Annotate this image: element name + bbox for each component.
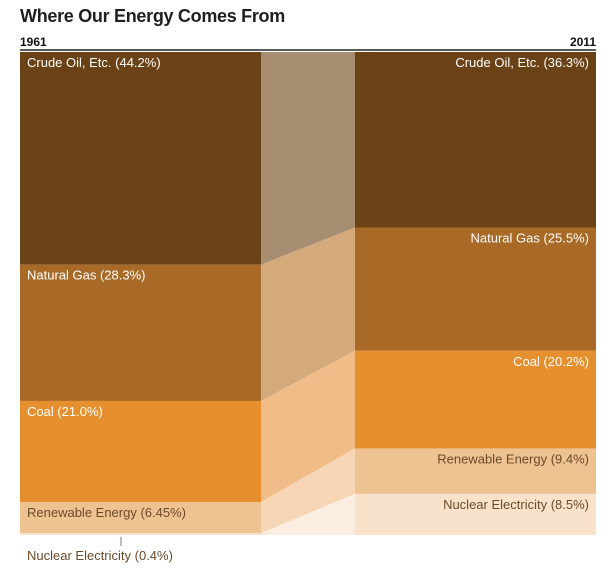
bar-2011-crude-oil-etc [355, 52, 596, 228]
bar-2011-natural-gas [355, 227, 596, 351]
label-2011-natural-gas: Natural Gas (25.5%) [471, 231, 590, 246]
flow-coal [261, 350, 355, 503]
label-1961-crude-oil-etc: Crude Oil, Etc. (44.2%) [27, 55, 161, 70]
bar-2011-renewable-energy [355, 448, 596, 494]
bar-1961-renewable-energy [20, 502, 261, 534]
year-label-2011: 2011 [570, 35, 596, 49]
bar-2011-nuclear-electricity [355, 493, 596, 535]
label-1961-natural-gas: Natural Gas (28.3%) [27, 268, 146, 283]
label-1961-coal: Coal (21.0%) [27, 404, 103, 419]
year-label-1961: 1961 [20, 35, 47, 49]
chart-title: Where Our Energy Comes From [20, 6, 285, 26]
bar-1961-natural-gas [20, 264, 261, 401]
flow-natural-gas [261, 227, 355, 401]
flow-nuclear-electricity [261, 493, 355, 535]
flow-renewable-energy [261, 448, 355, 534]
label-2011-coal: Coal (20.2%) [513, 354, 589, 369]
label-1961-renewable-energy: Renewable Energy (6.45%) [27, 505, 186, 520]
bar-1961-crude-oil-etc [20, 52, 261, 265]
bar-1961-coal [20, 400, 261, 503]
label-2011-renewable-energy: Renewable Energy (9.4%) [437, 451, 589, 466]
label-1961-nuclear-electricity: Nuclear Electricity (0.4%) [27, 548, 173, 563]
bar-2011-coal [355, 350, 596, 449]
bar-1961-nuclear-electricity [20, 533, 261, 535]
label-2011-crude-oil-etc: Crude Oil, Etc. (36.3%) [455, 55, 589, 70]
flow-crude-oil-etc [261, 52, 355, 265]
label-2011-nuclear-electricity: Nuclear Electricity (8.5%) [443, 497, 589, 512]
